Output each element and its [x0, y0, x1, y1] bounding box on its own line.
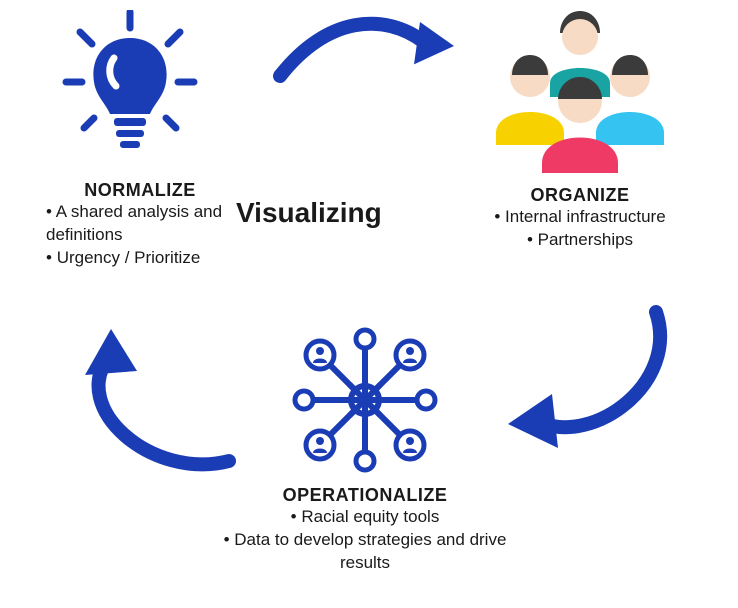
normalize-bullet: A shared analysis and definitions [46, 201, 240, 247]
normalize-bullet: Urgency / Prioritize [46, 247, 240, 270]
operationalize-title: OPERATIONALIZE [210, 485, 520, 506]
operationalize-bullet: Data to develop strategies and drive res… [210, 529, 520, 575]
lightbulb-icon [60, 10, 200, 160]
normalize-bullets: A shared analysis and definitionsUrgency… [40, 201, 240, 270]
node-operationalize: OPERATIONALIZE Racial equity toolsData t… [210, 485, 520, 575]
arrow-right-icon [500, 300, 670, 450]
node-organize: ORGANIZE Internal infrastructurePartners… [460, 185, 700, 252]
people-group-icon [490, 5, 670, 175]
normalize-title: NORMALIZE [40, 180, 240, 201]
operationalize-bullet: Racial equity tools [210, 506, 520, 529]
node-normalize: NORMALIZE A shared analysis and definiti… [40, 180, 240, 270]
organize-bullet: Internal infrastructure [460, 206, 700, 229]
operationalize-bullets: Racial equity toolsData to develop strat… [210, 506, 520, 575]
arrow-top-icon [270, 10, 460, 90]
arrow-left-icon [75, 325, 245, 475]
organize-bullets: Internal infrastructurePartnerships [460, 206, 700, 252]
center-label: Visualizing [236, 197, 382, 229]
organize-bullet: Partnerships [460, 229, 700, 252]
organize-title: ORGANIZE [460, 185, 700, 206]
network-gear-icon [290, 325, 440, 475]
